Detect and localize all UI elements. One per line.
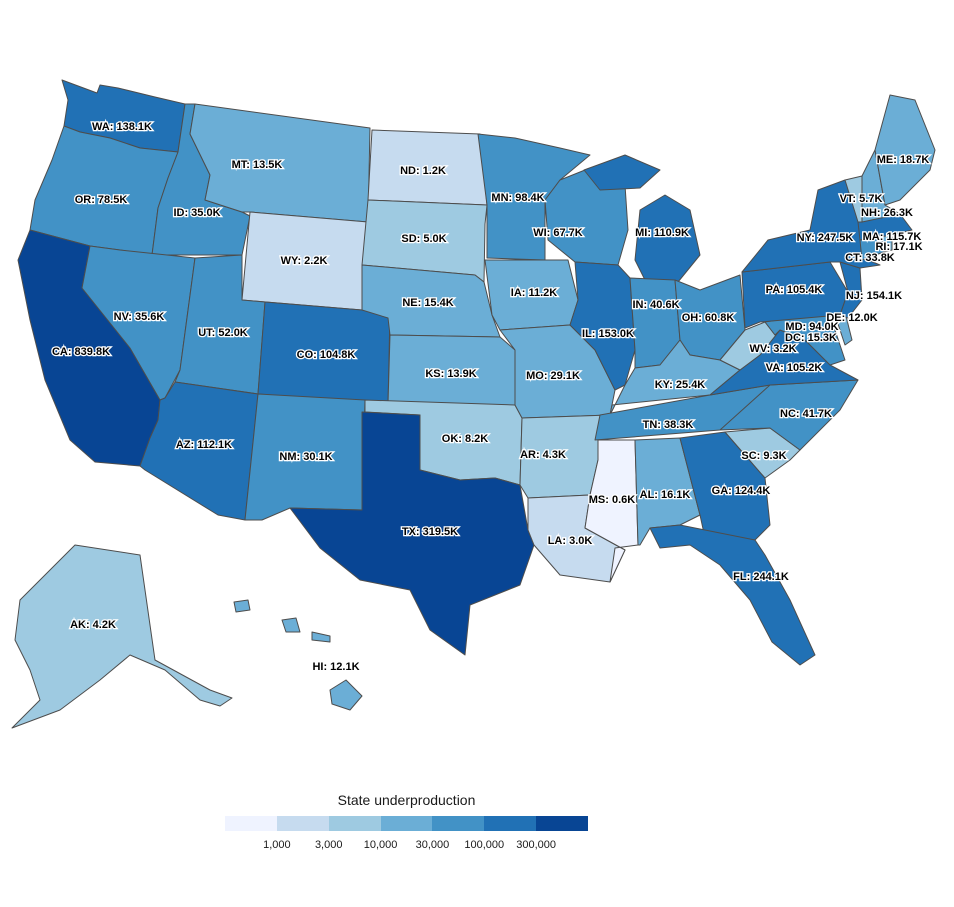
- state-label-az: AZ: 112.1K: [176, 439, 232, 451]
- legend-bin-0: [225, 816, 277, 831]
- legend-tick-label: 10,000: [363, 839, 398, 851]
- state-label-ia: IA: 11.2K: [511, 287, 558, 299]
- legend-bin-3: [380, 816, 433, 831]
- state-label-oh: OH: 60.8K: [682, 312, 735, 324]
- state-label-tn: TN: 38.3K: [643, 419, 694, 431]
- state-ak: [11, 544, 233, 729]
- legend-tick-label: 1,000: [263, 839, 291, 851]
- state-label-me: ME: 18.7K: [877, 154, 930, 166]
- state-label-ak: AK: 4.2K: [70, 619, 116, 631]
- state-label-wv: WV: 3.2K: [749, 343, 796, 355]
- state-label-wa: WA: 138.1K: [92, 121, 152, 133]
- state-label-sd: SD: 5.0K: [401, 233, 446, 245]
- state-label-fl: FL: 244.1K: [733, 571, 789, 583]
- state-il: [569, 261, 636, 391]
- state-labels: WA: 138.1K OR: 78.5K CA: 839.8K ID: 35.0K NV…: [51, 120, 931, 675]
- state-label-mn: MN: 98.4K: [491, 192, 544, 204]
- state-label-nc: NC: 41.7K: [780, 408, 832, 420]
- state-ny: [741, 179, 881, 273]
- state-label-ks: KS: 13.9K: [425, 368, 476, 380]
- state-label-ok: OK: 8.2K: [442, 433, 489, 445]
- legend-bin-1: [276, 816, 329, 831]
- state-label-ct: CT: 33.8K: [845, 252, 895, 264]
- state-hi: [233, 599, 363, 711]
- state-label-mi: MI: 110.9K: [635, 227, 689, 239]
- state-label-al: AL: 16.1K: [640, 489, 691, 501]
- state-me: [874, 94, 936, 206]
- state-label-md: MD: 94.0K: [785, 321, 838, 333]
- state-label-tx: TX: 319.5K: [402, 526, 458, 538]
- legend-tick-label: 3,000: [314, 839, 343, 851]
- state-mt: [189, 103, 371, 223]
- state-label-ma: MA: 115.7K: [863, 231, 922, 243]
- state-label-or: OR: 78.5K: [75, 194, 128, 206]
- state-ms: [584, 439, 639, 583]
- state-label-ms: MS: 0.6K: [589, 494, 636, 506]
- state-label-dc: DC: 15.3K: [785, 332, 837, 344]
- state-label-va: VA: 105.2K: [766, 362, 823, 374]
- state-label-vt: VT: 5.7K: [840, 193, 883, 205]
- state-label-nd: ND: 1.2K: [400, 165, 446, 177]
- state-label-wi: WI: 67.7K: [533, 227, 583, 239]
- state-label-ga: GA: 124.4K: [712, 485, 771, 497]
- state-fl: [649, 524, 816, 666]
- state-label-mt: MT: 13.5K: [232, 159, 283, 171]
- state-label-sc: SC: 9.3K: [741, 450, 786, 462]
- legend-title: State underproduction: [337, 792, 476, 808]
- state-label-de: DE: 12.0K: [826, 312, 877, 324]
- state-shapes: [11, 79, 936, 729]
- legend-tick-label: 100,000: [464, 839, 505, 851]
- state-wi: [544, 167, 629, 266]
- state-label-ny: NY: 247.5K: [797, 232, 854, 244]
- legend-bin-6: [536, 816, 589, 831]
- legend-tick-label: 300,000: [516, 839, 557, 851]
- legend-bin-4: [432, 816, 485, 831]
- state-label-ca: CA: 839.8K: [52, 346, 110, 358]
- legend-color-bar: [225, 816, 589, 831]
- state-label-nj: NJ: 154.1K: [846, 290, 902, 302]
- state-label-ar: AR: 4.3K: [520, 449, 566, 461]
- state-label-ut: UT: 52.0K: [198, 327, 248, 339]
- legend-bin-5: [484, 816, 537, 831]
- state-label-in: IN: 40.6K: [632, 299, 679, 311]
- state-label-ne: NE: 15.4K: [402, 297, 453, 309]
- state-label-nv: NV: 35.6K: [114, 311, 165, 323]
- state-label-la: LA: 3.0K: [548, 535, 593, 547]
- state-md: [764, 311, 846, 366]
- state-label-co: CO: 104.8K: [297, 349, 356, 361]
- state-label-mo: MO: 29.1K: [526, 370, 580, 382]
- state-label-il: IL: 153.0K: [582, 328, 634, 340]
- state-nh: [861, 149, 901, 223]
- legend-bin-2: [328, 816, 381, 831]
- state-label-hi: HI: 12.1K: [312, 661, 359, 673]
- legend-tick-label: 30,000: [415, 839, 450, 851]
- state-label-nm: NM: 30.1K: [279, 451, 332, 463]
- state-label-id: ID: 35.0K: [173, 207, 220, 219]
- state-label-nh: NH: 26.3K: [861, 207, 913, 219]
- state-label-pa: PA: 105.4K: [766, 284, 823, 296]
- state-label-ri: RI: 17.1K: [875, 241, 922, 253]
- state-label-ky: KY: 25.4K: [655, 379, 706, 391]
- state-tx: [289, 411, 535, 656]
- state-mi: [583, 154, 701, 287]
- state-label-wy: WY: 2.2K: [281, 255, 328, 267]
